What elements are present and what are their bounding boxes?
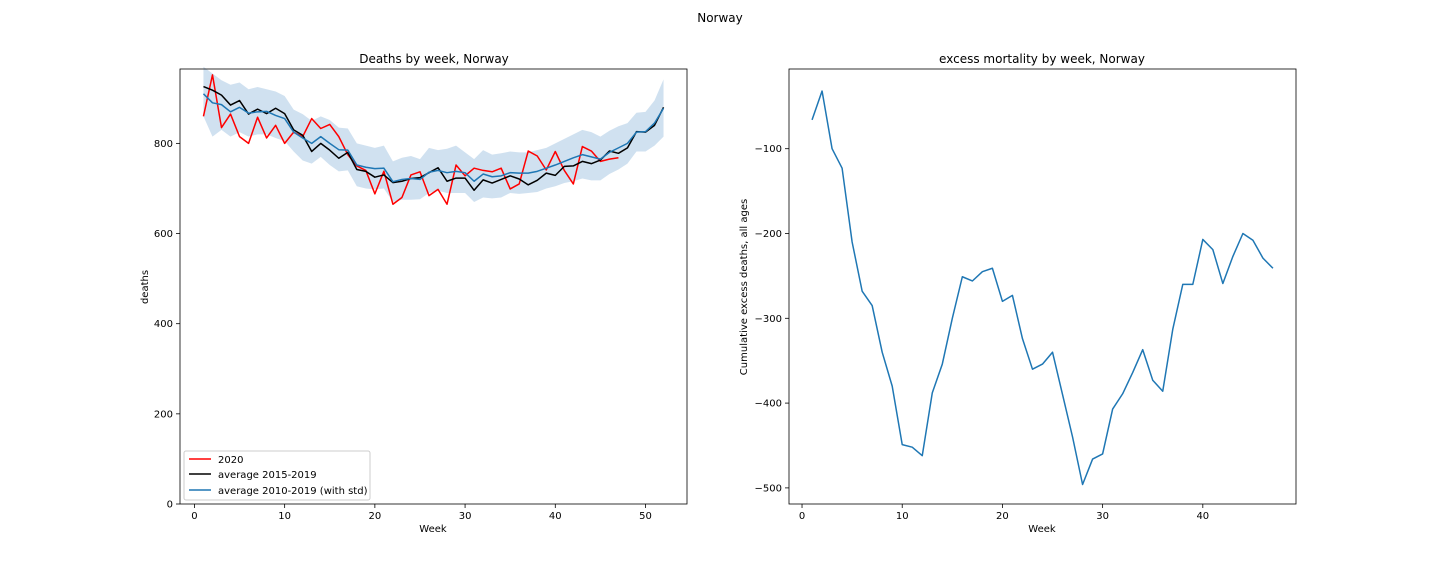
excess-mortality-chart: excess mortality by week, Norway 0 10 20 30… (739, 52, 1297, 535)
plot-frame (179, 68, 688, 505)
x-tick-label: 30 (1096, 511, 1109, 522)
legend-label-2020: 2020 (218, 455, 243, 466)
y-tick-label: 600 (154, 229, 173, 240)
plot-frame (788, 68, 1297, 505)
legend: 2020 average 2015-2019 average 2010-2019… (183, 450, 371, 501)
y-tick-label: 200 (154, 409, 173, 420)
y-tick-label: −200 (755, 229, 782, 240)
x-tick-label: 0 (799, 511, 805, 522)
y-tick-label: 0 (167, 500, 173, 511)
deaths-by-week-chart: Deaths by week, Norway 0 10 20 30 40 50 0 200 40… (140, 52, 688, 535)
y-tick-label: −400 (755, 399, 782, 410)
x-axis-label: Week (1028, 524, 1056, 535)
series-line-average-2010-2019-with-std (202, 93, 665, 183)
x-tick-label: 20 (368, 511, 381, 522)
chart-title: excess mortality by week, Norway (939, 52, 1145, 66)
y-axis-label: deaths (140, 270, 151, 304)
x-tick-label: 30 (459, 511, 472, 522)
x-tick-label: 40 (1196, 511, 1209, 522)
y-tick-label: −500 (755, 483, 782, 494)
x-tick-label: 40 (549, 511, 562, 522)
x-tick-label: 20 (996, 511, 1009, 522)
y-tick-label: −100 (755, 144, 782, 155)
x-tick-label: 10 (278, 511, 291, 522)
legend-label-average-2010-2019: average 2010-2019 (with std) (218, 486, 368, 497)
y-axis-label: Cumulative excess deaths, all ages (739, 199, 750, 375)
std-band-average-2010-2019-with-std (203, 66, 664, 202)
y-tick-label: −300 (755, 314, 782, 325)
x-tick-label: 10 (896, 511, 909, 522)
legend-box (183, 450, 371, 501)
series-line-average-2015-2019 (203, 85, 665, 192)
x-axis-label: Week (419, 524, 447, 535)
y-tick-label: 800 (154, 139, 173, 150)
figure-suptitle: Norway (697, 11, 743, 25)
x-tick-label: 0 (191, 511, 197, 522)
x-tick-label: 50 (639, 511, 652, 522)
y-tick-label: 400 (154, 319, 173, 330)
legend-label-average-2015-2019: average 2015-2019 (218, 470, 317, 481)
chart-title: Deaths by week, Norway (359, 52, 509, 66)
series-line-2020 (202, 74, 619, 205)
series-line-series-0 (811, 90, 1274, 486)
